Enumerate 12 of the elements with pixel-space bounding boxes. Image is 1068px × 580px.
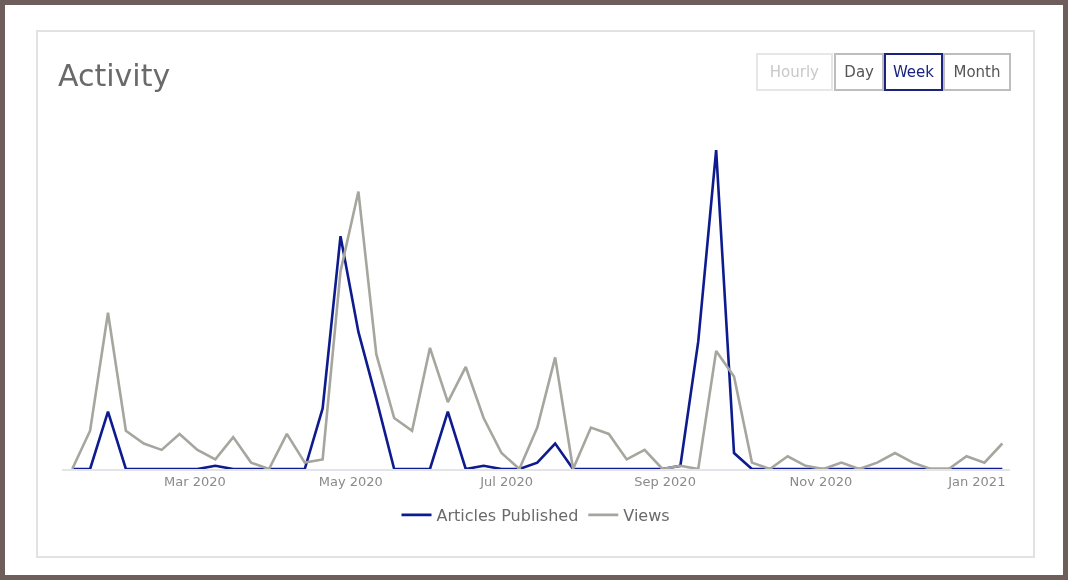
x-tick-label: Sep 2020 (634, 474, 696, 490)
legend-label: Articles Published (436, 506, 579, 526)
x-tick-label: Mar 2020 (163, 474, 226, 490)
chart-title: Activity (58, 57, 171, 93)
x-tick-label: Jul 2020 (479, 474, 534, 490)
text: Day (844, 63, 875, 81)
x-tick-label: May 2020 (318, 474, 383, 490)
x-tick-label: Jan 2021 (947, 474, 1006, 490)
x-tick-label: Nov 2020 (789, 474, 853, 490)
legend-label: Views (623, 506, 670, 526)
text: Month (953, 63, 1001, 81)
text: Week (892, 63, 935, 81)
